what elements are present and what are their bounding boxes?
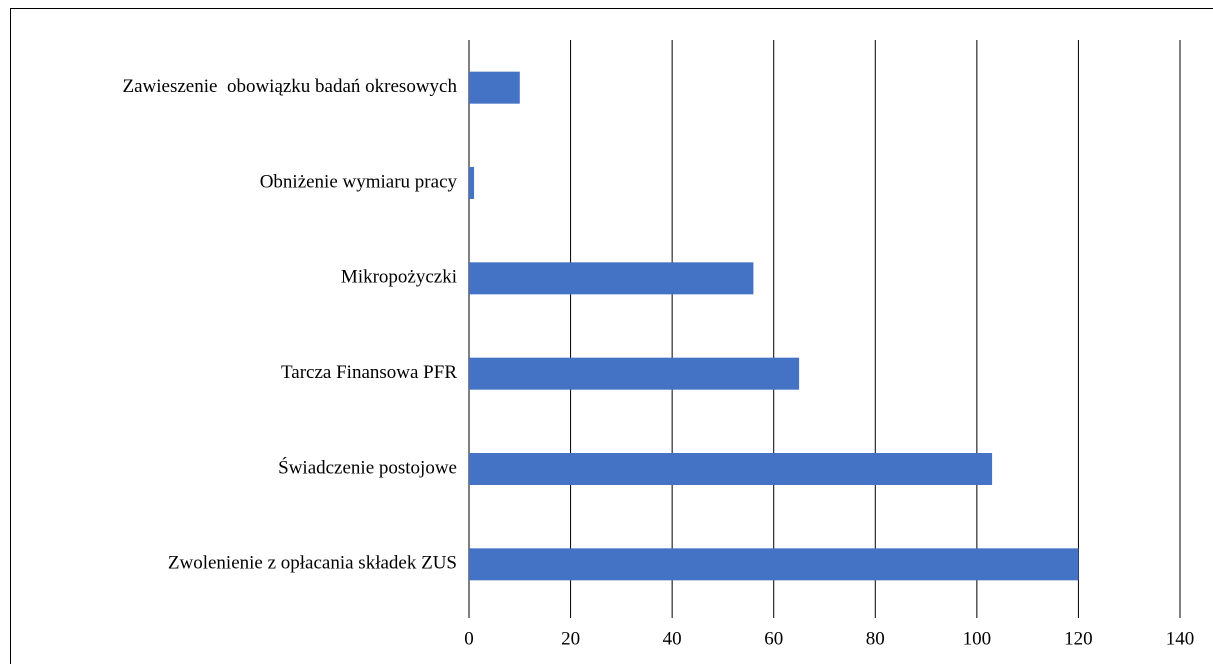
y-tick-label: Zwolenienie z opłacania składek ZUS bbox=[168, 553, 457, 574]
x-tick-label: 100 bbox=[963, 628, 992, 649]
x-tick-label: 140 bbox=[1166, 628, 1195, 649]
y-tick-label: Tarcza Finansowa PFR bbox=[281, 362, 457, 383]
y-tick-label: Mikropożyczki bbox=[341, 267, 457, 288]
x-tick-label: 80 bbox=[866, 628, 885, 649]
bar bbox=[469, 167, 475, 199]
bar bbox=[469, 262, 754, 295]
x-tick-label: 40 bbox=[663, 628, 682, 649]
x-tick-label: 20 bbox=[561, 628, 580, 649]
bar bbox=[469, 357, 800, 390]
bar bbox=[469, 71, 520, 104]
y-tick-label: Świadczenie postojowe bbox=[278, 456, 457, 478]
y-tick-label: Zawieszenie obowiązku badań okresowych bbox=[123, 76, 458, 97]
chart-frame bbox=[10, 8, 1213, 664]
y-tick-label: Obniżenie wymiaru pracy bbox=[260, 171, 458, 192]
bar bbox=[469, 453, 993, 485]
x-tick-label: 0 bbox=[464, 628, 474, 649]
bar bbox=[469, 548, 1079, 581]
x-tick-label: 60 bbox=[764, 628, 783, 649]
x-tick-label: 120 bbox=[1064, 628, 1093, 649]
